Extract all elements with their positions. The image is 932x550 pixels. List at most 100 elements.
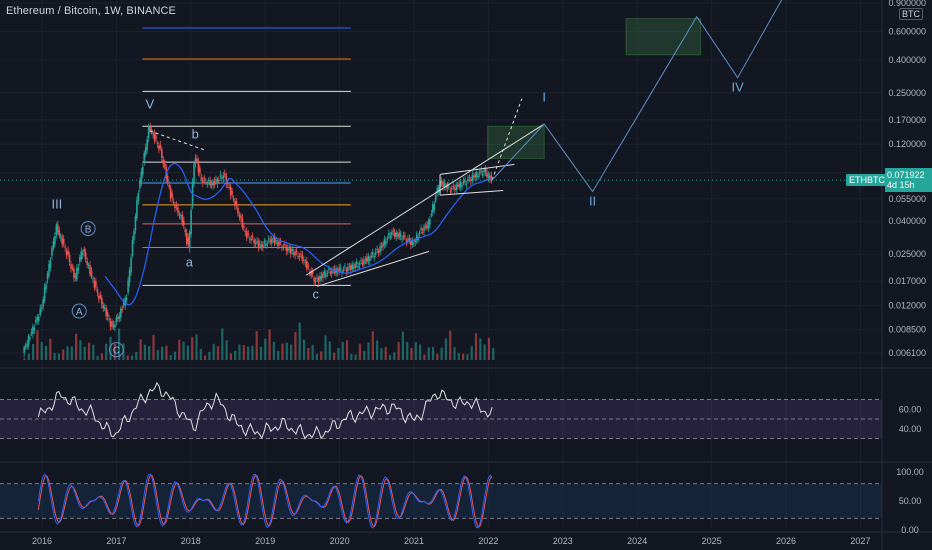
candle-body [51, 247, 53, 256]
volume-bar [92, 344, 95, 360]
volume-bar [40, 342, 43, 360]
candle-body [162, 159, 165, 165]
candle-body [199, 168, 201, 174]
time-tick-label: 2019 [255, 536, 275, 546]
candle-body [429, 219, 431, 225]
candle-body [294, 251, 296, 256]
volume-bar [492, 348, 495, 360]
time-tick-label: 2018 [181, 536, 201, 546]
candle-body [424, 225, 427, 227]
candle-body [247, 233, 250, 235]
volume-bar [333, 352, 336, 360]
candle-body [468, 177, 471, 179]
candle-body [74, 275, 77, 277]
wave-label-circle [71, 303, 87, 319]
candle-body [307, 266, 310, 268]
candle-body [389, 236, 392, 238]
candle-body [99, 295, 102, 298]
candle-body [487, 173, 490, 178]
volume-bar [229, 353, 233, 360]
candle-body [267, 238, 270, 240]
candle-body [402, 235, 405, 239]
candle-body [212, 181, 214, 186]
candle-body [127, 280, 129, 293]
flag-lower [440, 189, 504, 196]
candle-body [361, 262, 364, 265]
price-unit-label[interactable]: BTC [899, 8, 923, 20]
candle-body [122, 302, 125, 306]
candle-body [367, 256, 370, 261]
candle-body [473, 176, 475, 178]
candle-body [152, 132, 154, 135]
candle-body [448, 185, 450, 187]
candle-body [386, 238, 389, 240]
candle-body [333, 268, 336, 274]
candle-body [395, 232, 397, 237]
volume-bar [109, 336, 112, 360]
price-tick-label: 0.250000 [888, 88, 926, 98]
candle-body [197, 160, 200, 172]
candle-body [108, 318, 110, 320]
candle-body [257, 240, 260, 248]
candle-body [276, 242, 279, 245]
volume-bar [440, 347, 443, 360]
candle-body [231, 191, 233, 195]
candle-body [374, 252, 377, 255]
candle-body [278, 241, 280, 246]
candle-body [398, 232, 400, 238]
candle-body [131, 239, 134, 256]
candle-body [383, 239, 386, 246]
candle-body [412, 243, 415, 245]
volume-bar [221, 328, 224, 360]
candle-body [329, 272, 332, 274]
candle-body [149, 126, 151, 131]
candle-body [26, 344, 28, 347]
candle-body [301, 255, 304, 262]
candle-body [392, 230, 395, 232]
candle-body [194, 157, 197, 164]
volume-bar [311, 344, 314, 360]
candle-body [415, 234, 418, 241]
candle-body [427, 221, 430, 229]
wave-label-circle [108, 342, 124, 358]
volume-bar [457, 353, 460, 360]
candle-body [465, 183, 468, 185]
candle-body [48, 263, 50, 276]
candle-body [430, 213, 433, 216]
volume-bar [281, 343, 284, 360]
candle-body [369, 258, 371, 261]
candle-body [330, 270, 333, 274]
candle-body [206, 183, 209, 185]
candle-body [351, 264, 354, 270]
price-tick-label: 0.055000 [888, 194, 926, 204]
candle-body [96, 289, 99, 293]
wave-label: II [589, 194, 596, 209]
candle-body [470, 179, 472, 182]
candle-body [89, 265, 91, 274]
candle-body [292, 252, 295, 255]
candle-body [171, 192, 173, 199]
wave-label: b [192, 127, 199, 142]
candle-body [121, 309, 124, 311]
candle-body [196, 158, 198, 162]
price-tick-label: 0.900000 [888, 0, 926, 8]
candle-body [213, 180, 216, 186]
volume-bar [255, 331, 258, 360]
volume-bar [208, 351, 211, 360]
candle-body [352, 266, 355, 269]
candle-body [109, 321, 112, 327]
candle-body [379, 246, 381, 253]
candle-body [30, 332, 33, 334]
candle-body [33, 327, 36, 331]
candle-body [260, 245, 263, 249]
volume-bar [376, 340, 379, 360]
candle-body [364, 259, 367, 261]
candle-body [253, 239, 255, 244]
candle-body [297, 255, 299, 257]
price-tick-label: 0.008500 [888, 325, 926, 335]
volume-bar [199, 348, 202, 360]
time-tick-label: 2022 [478, 536, 498, 546]
volume-bar [436, 353, 439, 360]
candle-body [229, 186, 232, 196]
